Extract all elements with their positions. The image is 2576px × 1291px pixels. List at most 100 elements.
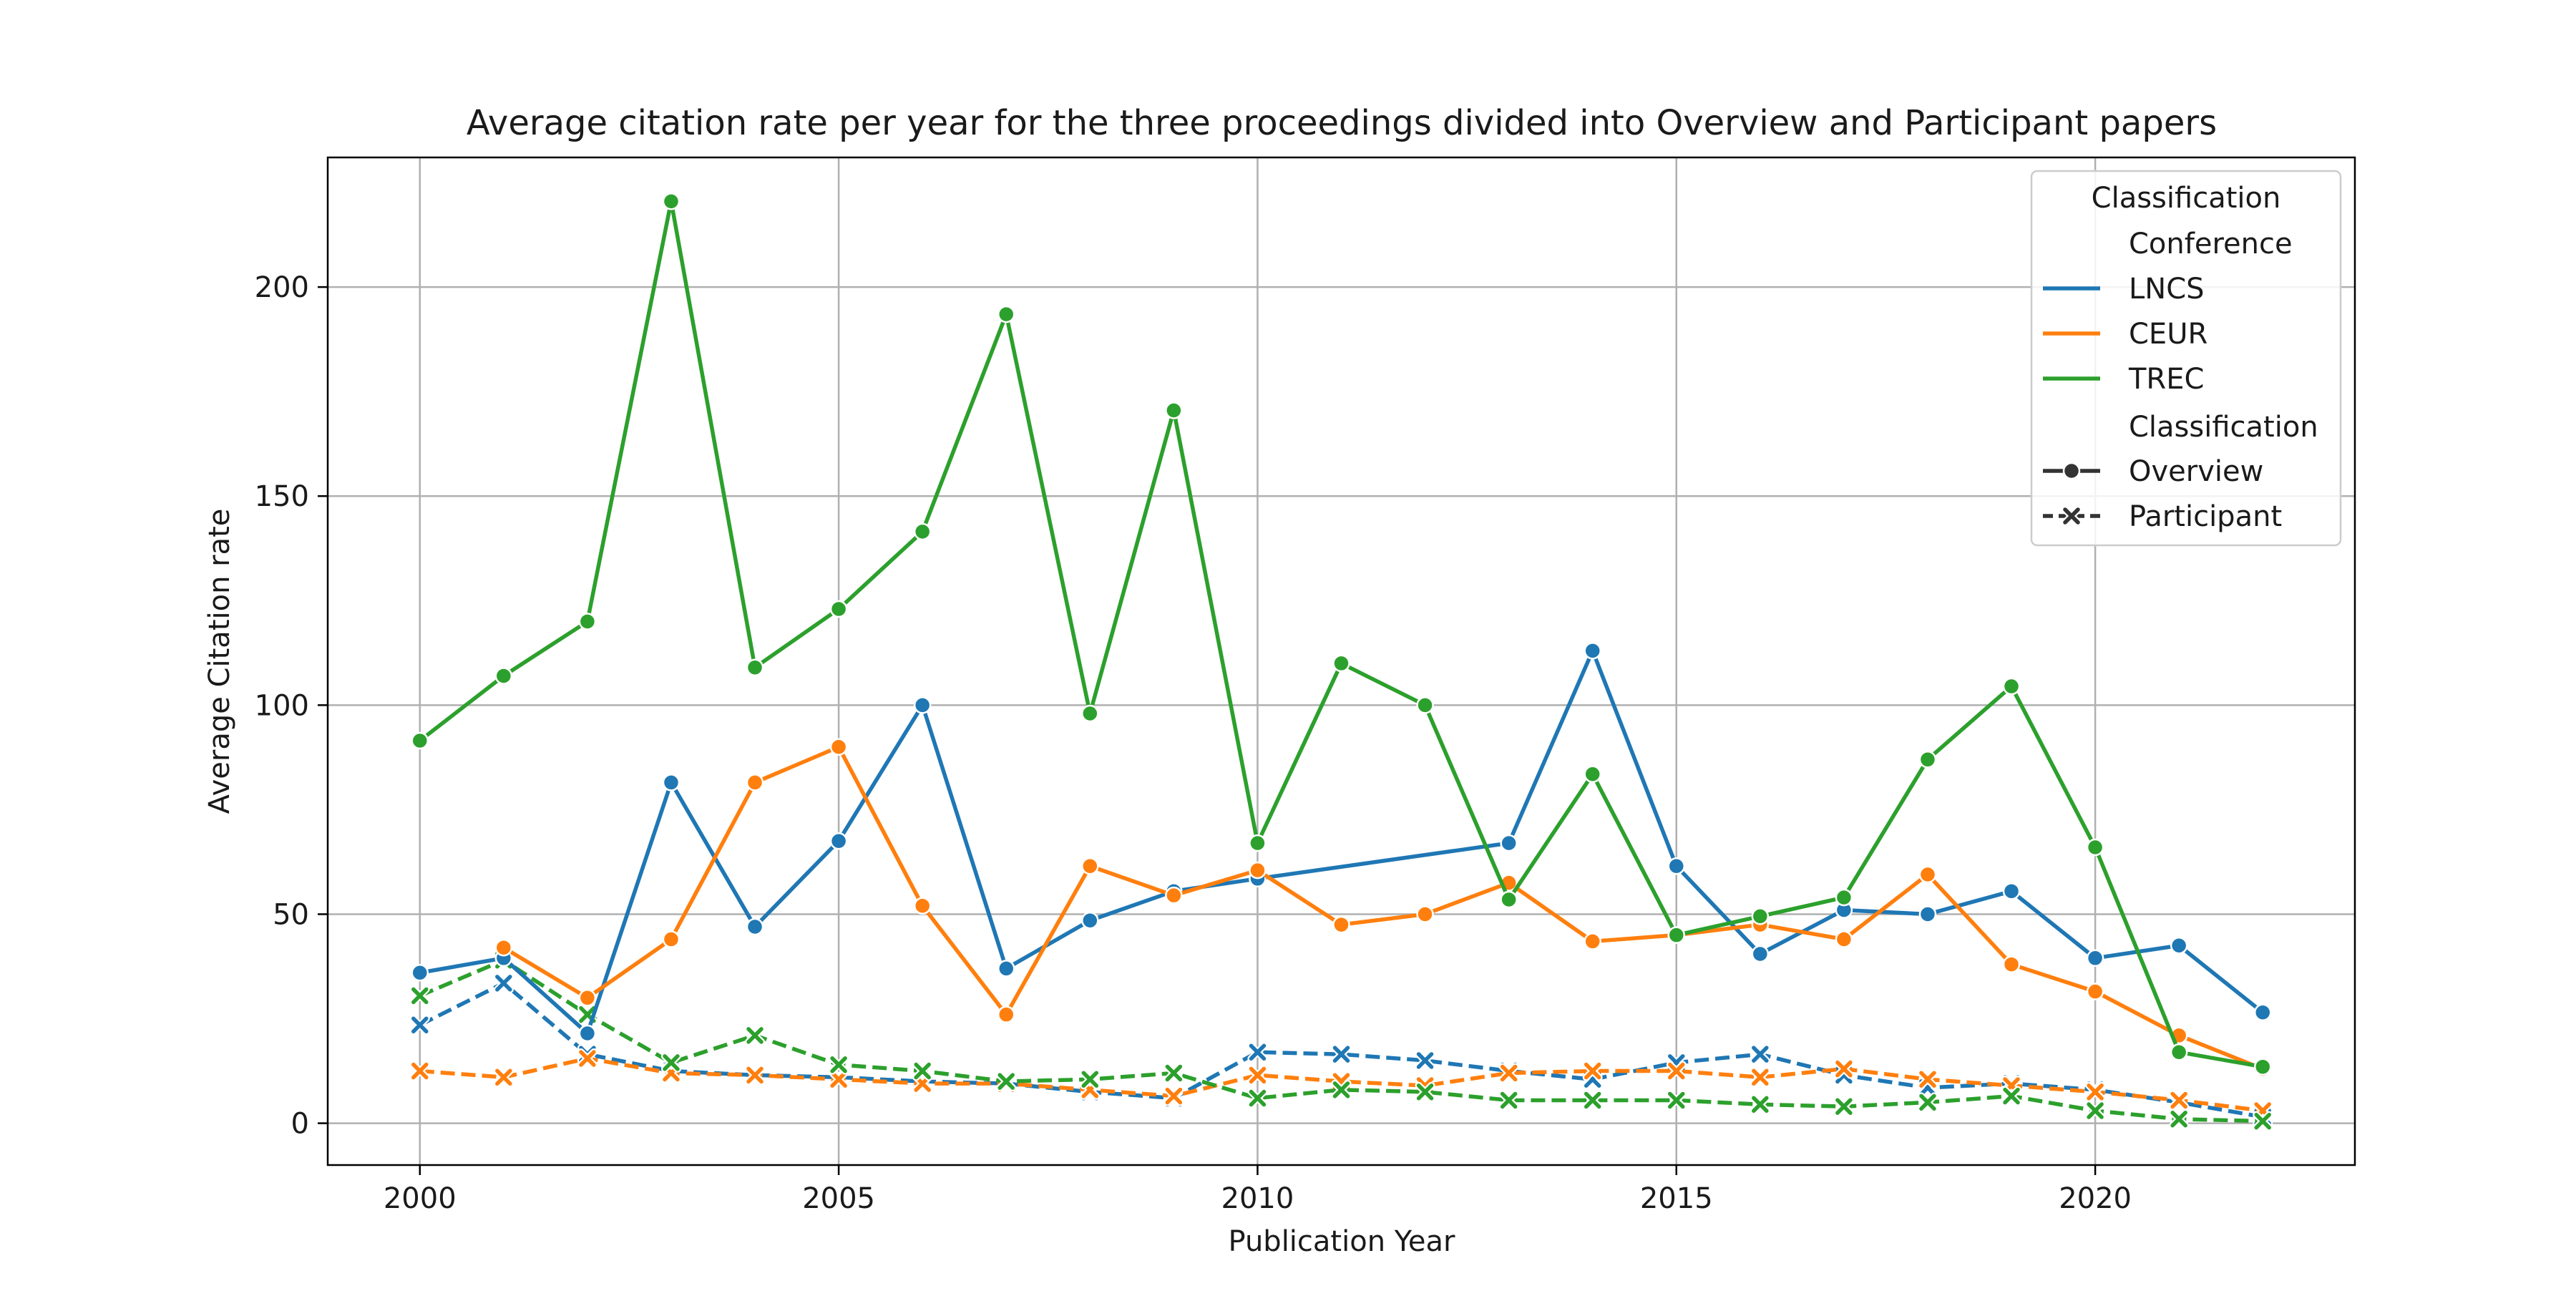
trec-overview-point [1751, 907, 1770, 925]
legend-hue-entries: LNCS CEUR TREC [2043, 273, 2207, 396]
trec-participant-line [419, 958, 2263, 1124]
ceur-overview-point [1081, 857, 1099, 875]
ceur-overview-point [1416, 905, 1434, 923]
x-tick-label: 2010 [1221, 1182, 1294, 1215]
lncs-participant-point [411, 1016, 429, 1034]
trec-overview-point [2086, 838, 2104, 857]
x-tick-label: 2000 [384, 1182, 457, 1215]
participant-legend-label: Participant [2129, 500, 2282, 533]
ceur-overview-series [494, 738, 2272, 1078]
legend-style-entries: Overview Participant [2043, 455, 2282, 533]
lncs-overview-point [411, 964, 429, 982]
x-tick-label: 2015 [1640, 1182, 1713, 1215]
trec-participant-point [830, 1056, 847, 1073]
trec-overview-point [1500, 890, 1518, 909]
trec-overview-point [829, 600, 848, 618]
ceur-overview-point [1835, 930, 1853, 948]
ceur-overview-point [1332, 915, 1350, 934]
lncs-participant-point [1752, 1046, 1769, 1063]
lncs-overview-point [997, 960, 1015, 978]
trec-participant-point [1668, 1091, 1685, 1109]
trec-overview-point [746, 658, 764, 677]
trec-participant-point [2254, 1112, 2271, 1130]
trec-participant-point [1081, 1071, 1099, 1088]
ceur-overview-point [829, 738, 848, 756]
trec-overview-point [662, 193, 680, 210]
trec-participant-point [2170, 1110, 2187, 1128]
ceur-overview-point [1165, 886, 1183, 905]
x-tick-label: 2020 [2059, 1182, 2132, 1215]
trec-overview-series [411, 193, 2272, 1076]
y-tick-label: 100 [255, 689, 309, 722]
trec-participant-point [663, 1054, 680, 1071]
lncs-overview-point [2002, 882, 2021, 900]
ceur-participant-point [1249, 1066, 1267, 1084]
trec-participant-point [1332, 1081, 1350, 1098]
lncs-overview-point [1918, 905, 1937, 923]
trec-participant-point [1835, 1098, 1853, 1115]
plot-frame [326, 156, 2356, 1166]
lncs-participant-point [495, 975, 512, 992]
ceur-participant-point [830, 1071, 847, 1088]
trec-overview-point [1835, 888, 1853, 907]
trec-overview-point [2170, 1043, 2188, 1061]
lncs-overview-point [1081, 911, 1099, 930]
lncs-overview-point [829, 832, 848, 850]
trec-overview-point [411, 731, 429, 750]
trec-overview-point [578, 613, 597, 630]
ceur-overview-point [913, 897, 932, 915]
legend: Classification Conference LNCS CEUR TREC C… [2030, 170, 2342, 547]
grid-lines [328, 157, 2355, 1165]
trec-participant-point [1584, 1091, 1601, 1109]
axes: 2000 2005 2010 2015 2020 0 50 100 150 200 [255, 271, 2132, 1215]
lncs-participant-point [1416, 1052, 1434, 1069]
legend-style-title: Classification [2129, 411, 2318, 444]
lncs-participant-point [1249, 1043, 1267, 1061]
trec-participant-series [409, 950, 2273, 1131]
trec-participant-point [997, 1073, 1015, 1090]
lncs-overview-point [913, 696, 932, 714]
y-axis-label: Average Citation rate [203, 509, 236, 814]
trec-overview-point [2253, 1058, 2272, 1076]
ceur-participant-point [1752, 1068, 1769, 1086]
plot-series [409, 193, 2273, 1131]
trec-overview-point [1416, 696, 1434, 714]
trec-participant-point [1165, 1064, 1183, 1082]
trec-overview-point [1667, 926, 1686, 944]
overview-legend-label: Overview [2129, 455, 2263, 488]
lncs-overview-point [1751, 945, 1770, 963]
ceur-participant-point [746, 1066, 763, 1084]
lncs-overview-point [1500, 834, 1518, 852]
ceur-participant-point [1584, 1062, 1601, 1080]
trec-participant-point [1500, 1091, 1518, 1109]
legend-title: Classification [2092, 182, 2281, 215]
trec-overview-point [1584, 765, 1601, 783]
trec-overview-point [1165, 401, 1183, 419]
legend-box [2030, 170, 2342, 547]
ceur-legend-label: CEUR [2129, 318, 2207, 351]
ceur-participant-point [411, 1062, 429, 1080]
lncs-overview-point [746, 917, 764, 936]
ceur-overview-point [2002, 955, 2021, 973]
ceur-overview-point [1249, 861, 1267, 880]
ceur-overview-point [494, 938, 513, 957]
trec-overview-point [1081, 704, 1099, 723]
overview-legend-marker [2062, 462, 2081, 480]
lncs-overview-point [2086, 949, 2104, 968]
ceur-overview-point [1918, 865, 1937, 884]
trec-participant-point [1919, 1093, 1936, 1111]
x-tick-label: 2005 [802, 1182, 875, 1215]
trec-participant-point [2003, 1087, 2020, 1105]
trec-participant-point [914, 1062, 931, 1080]
lncs-overview-point [2170, 937, 2188, 955]
ceur-overview-point [746, 774, 764, 791]
ceur-participant-point [1500, 1064, 1518, 1082]
y-tick-label: 150 [255, 480, 309, 513]
trec-participant-point [411, 987, 429, 1005]
lncs-overview-point [578, 1024, 597, 1043]
ceur-participant-point [495, 1068, 512, 1086]
trec-legend-label: TREC [2128, 363, 2204, 396]
ceur-participant-point [579, 1050, 596, 1067]
